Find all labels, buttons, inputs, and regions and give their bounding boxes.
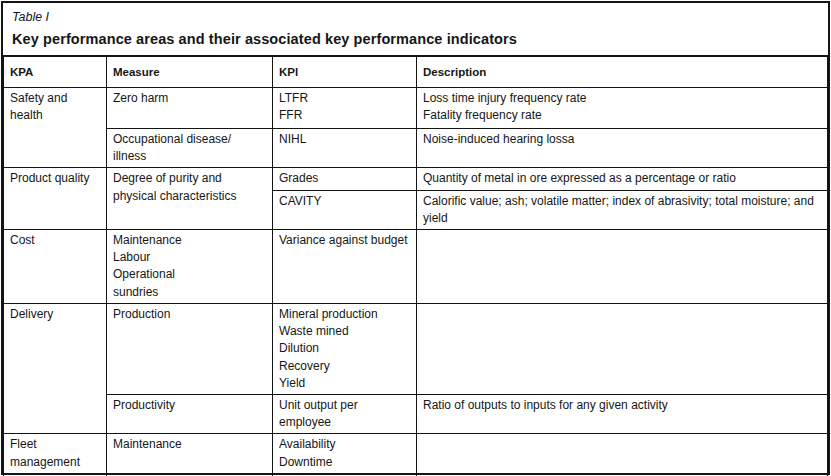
col-header-kpa: KPA [4, 57, 107, 88]
cell-measure-fleet-maintenance: Maintenance [107, 434, 273, 473]
col-header-measure: Measure [107, 57, 273, 88]
table-frame: Table I Key performance areas and their … [1, 1, 830, 475]
row-safety-zero-harm: Safety and health Zero harm LTFR FFR Los… [4, 88, 828, 129]
row-product-quality-grades: Product quality Degree of purity and phy… [4, 168, 828, 190]
cell-kpa-product-quality: Product quality [4, 168, 107, 230]
cell-measure-occupational: Occupational disease/ illness [107, 129, 273, 168]
cell-measure-product-quality: Degree of purity and physical characteri… [107, 168, 273, 230]
cell-kpi-cost: Variance against budget [273, 230, 417, 304]
cell-measure-delivery-production: Production [107, 304, 273, 395]
row-cost: Cost Maintenance Labour Operational sund… [4, 230, 828, 304]
header-row: KPA Measure KPI Description [4, 57, 828, 88]
cell-desc-occupational: Noise-induced hearing lossa [417, 129, 828, 168]
table-caption: Table I Key performance areas and their … [3, 3, 828, 56]
cell-desc-productivity: Ratio of outputs to inputs for any given… [417, 395, 828, 434]
table-number-label: Table I [12, 10, 819, 25]
cell-kpi-zero-harm: LTFR FFR [273, 88, 417, 129]
cell-measure-productivity: Productivity [107, 395, 273, 434]
cell-desc-delivery-production [417, 304, 828, 395]
cell-kpi-grades: Grades [273, 168, 417, 190]
row-delivery-production: Delivery Production Mineral production W… [4, 304, 828, 395]
row-delivery-productivity: Productivity Unit output per employee Ra… [4, 395, 828, 434]
cell-desc-cost [417, 230, 828, 304]
kpi-table: KPA Measure KPI Description Safety and h… [3, 56, 828, 476]
cell-kpi-delivery-production: Mineral production Waste mined Dilution … [273, 304, 417, 395]
cell-kpi-fleet-maintenance: Availability Downtime [273, 434, 417, 473]
cell-kpa-cost: Cost [4, 230, 107, 304]
cell-desc-zero-harm: Loss time injury frequency rate Fatality… [417, 88, 828, 129]
cell-measure-cost: Maintenance Labour Operational sundries [107, 230, 273, 304]
table-heading: Key performance areas and their associat… [12, 31, 819, 48]
col-header-kpi: KPI [273, 57, 417, 88]
cell-kpa-delivery: Delivery [4, 304, 107, 434]
cell-desc-fleet [417, 434, 828, 476]
cell-kpa-fleet: Fleet management [4, 434, 107, 476]
row-fleet-maintenance: Fleet management Maintenance Availabilit… [4, 434, 828, 473]
cell-kpi-productivity: Unit output per employee [273, 395, 417, 434]
cell-measure-zero-harm: Zero harm [107, 88, 273, 129]
cell-kpi-occupational: NIHL [273, 129, 417, 168]
cell-desc-grades: Quantity of metal in ore expressed as a … [417, 168, 828, 190]
cell-kpi-cavity: CAVITY [273, 190, 417, 229]
col-header-description: Description [417, 57, 828, 88]
cell-kpa-safety: Safety and health [4, 88, 107, 168]
cell-desc-cavity: Calorific value; ash; volatile matter; i… [417, 190, 828, 229]
row-safety-occupational: Occupational disease/ illness NIHL Noise… [4, 129, 828, 168]
